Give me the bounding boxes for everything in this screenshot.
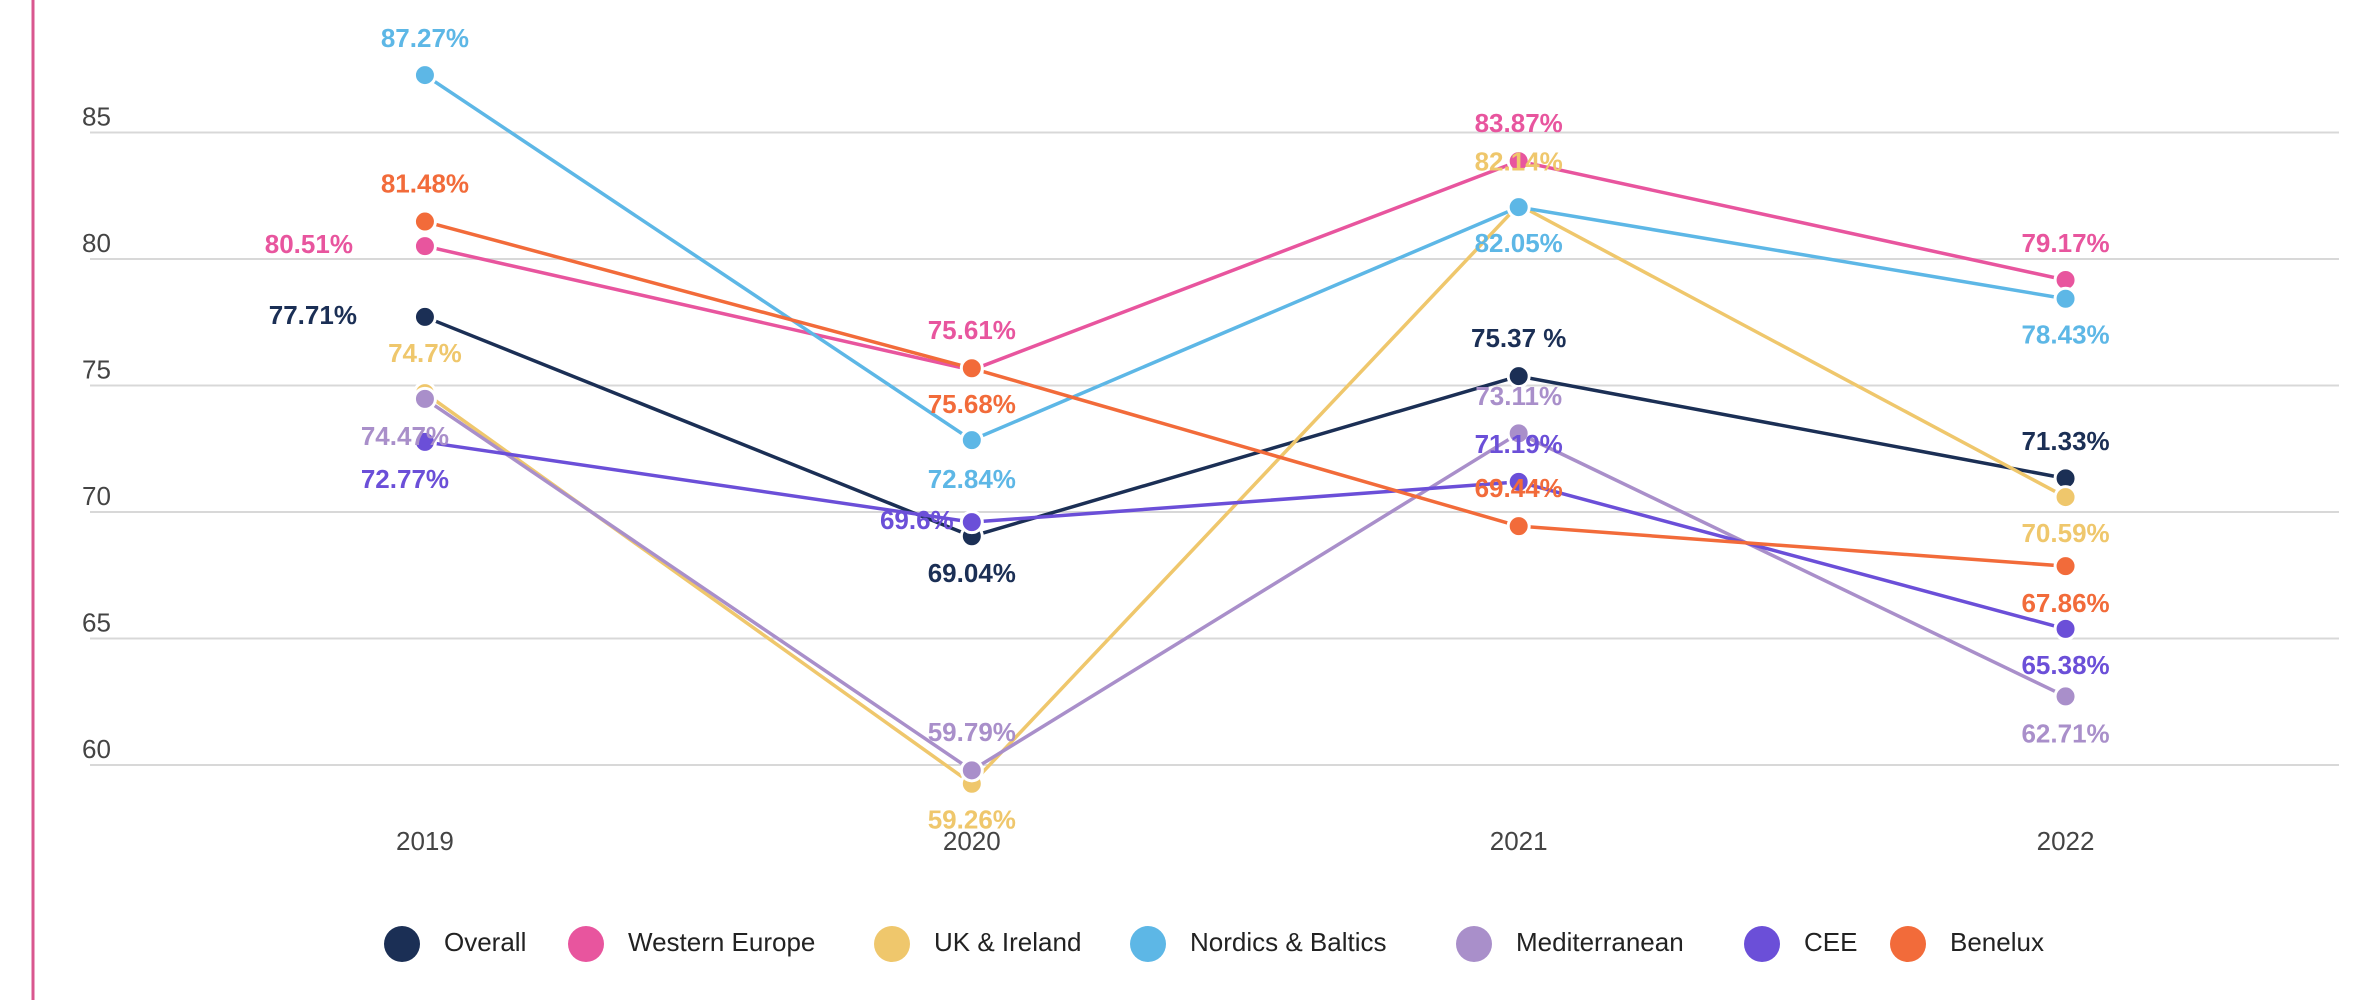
legend-swatch bbox=[1890, 926, 1926, 962]
data-label: 67.86% bbox=[2021, 588, 2109, 618]
y-tick-label: 65 bbox=[82, 607, 111, 637]
data-label: 74.7% bbox=[388, 338, 462, 368]
data-label: 71.19% bbox=[1475, 429, 1563, 459]
y-tick-label: 75 bbox=[82, 354, 111, 384]
data-point bbox=[2053, 554, 2078, 579]
data-label: 71.33% bbox=[2021, 426, 2109, 456]
data-label: 72.84% bbox=[928, 464, 1016, 494]
data-point bbox=[412, 234, 437, 259]
legend-swatch bbox=[1456, 926, 1492, 962]
data-label: 74.47% bbox=[361, 421, 449, 451]
data-label: 81.48% bbox=[381, 168, 469, 198]
data-label: 65.38% bbox=[2021, 650, 2109, 680]
data-point bbox=[412, 304, 437, 329]
data-point bbox=[1506, 149, 1531, 174]
legend-label: Mediterranean bbox=[1516, 927, 1684, 957]
data-point bbox=[2053, 485, 2078, 510]
data-label: 59.26% bbox=[928, 805, 1016, 835]
data-label: 80.51% bbox=[265, 229, 353, 259]
legend-swatch bbox=[568, 926, 604, 962]
data-label: 73.11% bbox=[1475, 381, 1562, 411]
data-point bbox=[412, 386, 437, 411]
data-point bbox=[2053, 616, 2078, 641]
data-label: 59.79% bbox=[928, 717, 1016, 747]
legend-label: Overall bbox=[444, 927, 526, 957]
legend-swatch bbox=[1130, 926, 1166, 962]
legend-swatch bbox=[384, 926, 420, 962]
data-label: 69.04% bbox=[928, 558, 1016, 588]
y-tick-label: 85 bbox=[82, 101, 111, 131]
data-label: 79.17% bbox=[2021, 228, 2109, 258]
data-label: 69.44% bbox=[1475, 473, 1563, 503]
legend-swatch bbox=[874, 926, 910, 962]
data-label: 78.43% bbox=[2021, 320, 2109, 350]
data-point bbox=[959, 428, 984, 453]
data-point bbox=[959, 356, 984, 381]
x-tick-label: 2022 bbox=[2037, 826, 2095, 856]
x-tick-label: 2021 bbox=[1490, 826, 1548, 856]
data-point bbox=[2053, 286, 2078, 311]
series-line bbox=[423, 203, 2067, 786]
data-point bbox=[2053, 684, 2078, 709]
data-point bbox=[412, 63, 437, 88]
x-tick-label: 2019 bbox=[396, 826, 454, 856]
data-point bbox=[959, 758, 984, 783]
data-label: 83.87% bbox=[1475, 108, 1563, 138]
data-label: 77.71% bbox=[269, 300, 357, 330]
data-point bbox=[412, 429, 437, 454]
legend-label: UK & Ireland bbox=[934, 927, 1081, 957]
legend-label: Nordics & Baltics bbox=[1190, 927, 1387, 957]
data-point bbox=[1506, 195, 1531, 220]
series-line bbox=[424, 315, 2066, 539]
data-point bbox=[959, 510, 984, 535]
y-tick-label: 70 bbox=[82, 481, 111, 511]
data-point bbox=[1506, 514, 1531, 539]
data-label: 62.71% bbox=[2021, 718, 2109, 748]
data-point bbox=[1506, 421, 1531, 446]
data-label: 72.77% bbox=[361, 464, 449, 494]
series-line bbox=[423, 397, 2067, 773]
data-label: 70.59% bbox=[2021, 518, 2109, 548]
data-point bbox=[1506, 364, 1531, 389]
series-line bbox=[424, 159, 2066, 372]
legend-label: Western Europe bbox=[628, 927, 815, 957]
series-line bbox=[423, 73, 2066, 442]
legend-label: CEE bbox=[1804, 927, 1857, 957]
series-line bbox=[424, 440, 2067, 631]
y-tick-label: 80 bbox=[82, 228, 111, 258]
series-line bbox=[424, 219, 2066, 568]
data-label: 69.6% bbox=[880, 505, 954, 535]
data-label: 75.37 % bbox=[1471, 323, 1566, 353]
data-point bbox=[1506, 469, 1531, 494]
data-label: 87.27% bbox=[381, 23, 469, 53]
data-label: 82.14% bbox=[1475, 147, 1563, 177]
legend-swatch bbox=[1744, 926, 1780, 962]
data-label: 82.05% bbox=[1475, 228, 1563, 258]
y-tick-label: 60 bbox=[82, 734, 111, 764]
data-point bbox=[412, 209, 437, 234]
data-label: 75.61% bbox=[928, 315, 1016, 345]
legend-label: Benelux bbox=[1950, 927, 2044, 957]
x-tick-label: 2020 bbox=[943, 826, 1001, 856]
data-label: 75.68% bbox=[928, 389, 1016, 419]
